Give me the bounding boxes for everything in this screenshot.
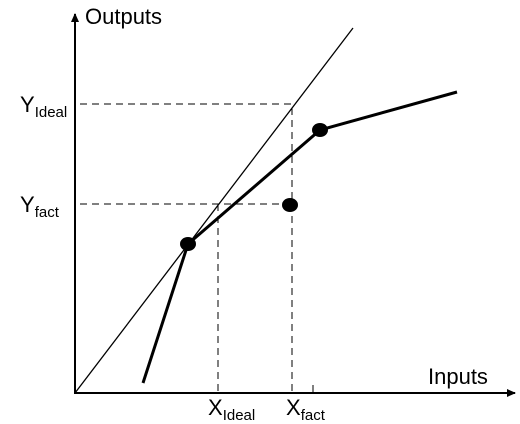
label-sub: fact [35, 204, 60, 221]
label-sub: fact [301, 407, 326, 424]
label-main: Y [20, 192, 35, 217]
label-main: X [208, 395, 223, 420]
label-sub: Ideal [35, 104, 68, 121]
y-ideal-label: YIdeal [20, 92, 67, 121]
label-main: Y [20, 92, 35, 117]
ideal-line [74, 27, 354, 394]
point [312, 123, 328, 137]
point [180, 237, 196, 251]
y-fact-label: Yfact [20, 192, 60, 221]
label-main: X [286, 395, 301, 420]
point [282, 198, 298, 212]
x-ideal-label: XIdeal [208, 395, 255, 424]
x-axis-label: Inputs [428, 364, 488, 389]
actual-curve [141, 90, 458, 384]
x-fact-label: Xfact [286, 395, 326, 424]
y-axis-label: Outputs [85, 4, 162, 29]
label-sub: Ideal [223, 407, 256, 424]
